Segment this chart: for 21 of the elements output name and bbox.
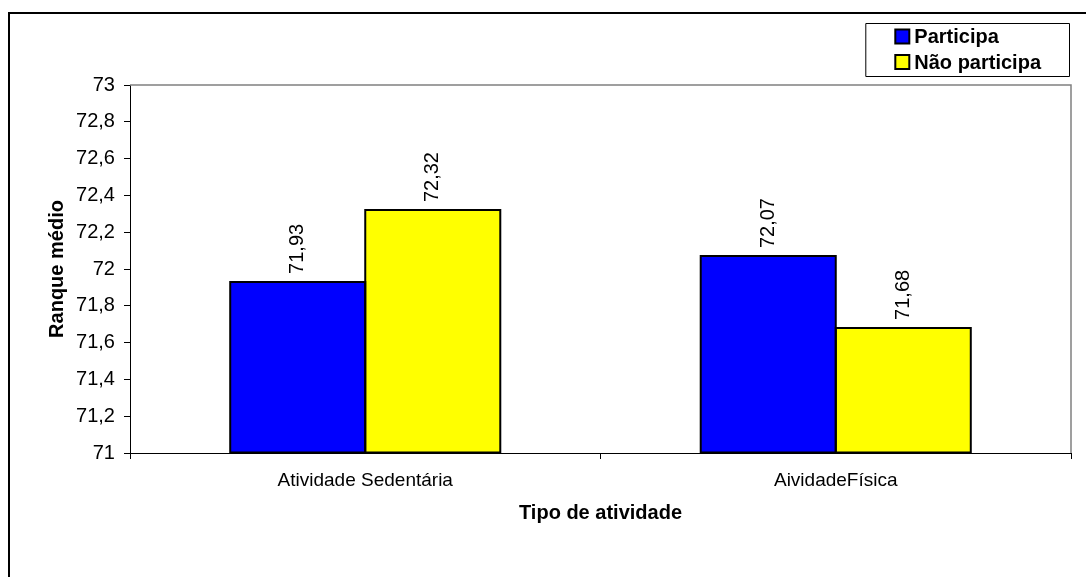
y-tick-label: 71,8 bbox=[76, 293, 115, 316]
y-tick-label: 72,6 bbox=[76, 146, 115, 169]
y-tick-label: 72 bbox=[92, 256, 115, 279]
x-axis-title: Tipo de atividade bbox=[519, 500, 682, 523]
data-label: 72,32 bbox=[420, 152, 443, 203]
y-tick-label: 72,8 bbox=[76, 109, 115, 132]
x-tick-label: Atividade Sedentária bbox=[277, 468, 454, 490]
y-tick-label: 71,2 bbox=[76, 403, 115, 426]
y-tick-label: 72,2 bbox=[76, 219, 115, 242]
x-tick-label: AividadeFísica bbox=[773, 468, 898, 490]
data-label: 72,07 bbox=[755, 198, 778, 249]
data-label: 71,93 bbox=[285, 223, 308, 274]
y-tick-label: 73 bbox=[92, 72, 115, 95]
legend-label: Não participa bbox=[914, 50, 1042, 73]
data-label: 71,68 bbox=[890, 269, 913, 320]
y-tick-label: 71 bbox=[92, 440, 115, 463]
y-tick-label: 72,4 bbox=[76, 182, 115, 205]
y-tick-label: 71,6 bbox=[76, 330, 115, 353]
y-axis-title: Ranque médio bbox=[44, 200, 67, 338]
y-tick-label: 71,4 bbox=[76, 366, 115, 389]
legend-label: Participa bbox=[914, 25, 1000, 48]
